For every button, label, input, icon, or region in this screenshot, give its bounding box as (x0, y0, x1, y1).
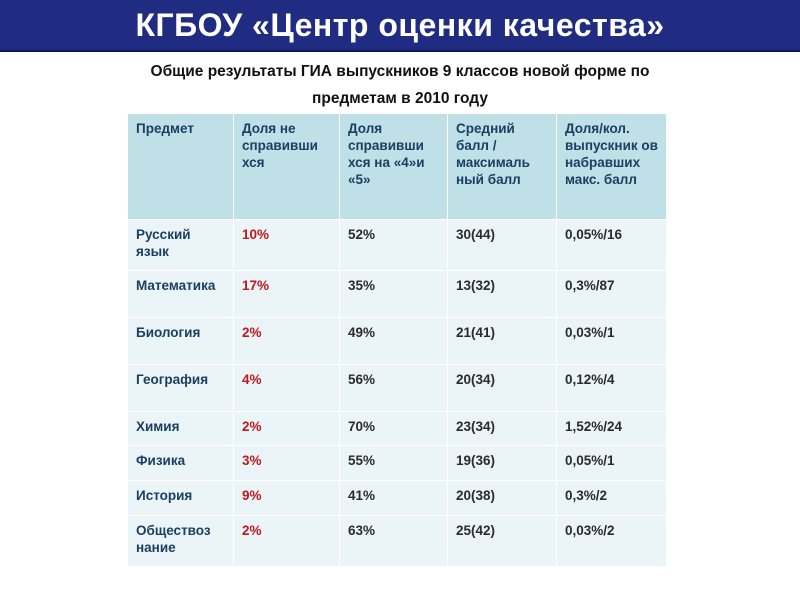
cell-avg: 21(41) (447, 317, 557, 365)
cell-fail: 2% (233, 411, 340, 446)
cell-avg: 25(42) (447, 515, 557, 567)
cell-max: 0,05%/16 (556, 219, 667, 271)
header-max-score-share: Доля/кол. выпускник ов набравших макс. б… (556, 113, 667, 220)
cell-subject: Физика (127, 445, 234, 481)
cell-avg: 13(32) (447, 270, 557, 318)
cell-fail: 9% (233, 480, 340, 516)
cell-fail: 10% (233, 219, 340, 271)
table-row: Обществоз нание 2% 63% 25(42) 0,03%/2 (127, 515, 667, 567)
cell-avg: 20(38) (447, 480, 557, 516)
cell-max: 0,3%/87 (556, 270, 667, 318)
cell-fail: 3% (233, 445, 340, 481)
table-row: Физика 3% 55% 19(36) 0,05%/1 (127, 445, 667, 481)
cell-max: 0,12%/4 (556, 364, 667, 412)
subtitle: Общие результаты ГИА выпускников 9 класс… (60, 58, 740, 112)
cell-good: 52% (339, 219, 448, 271)
cell-fail: 4% (233, 364, 340, 412)
table-header-row: Предмет Доля не справивши хся Доля справ… (127, 113, 667, 220)
table-row: География 4% 56% 20(34) 0,12%/4 (127, 364, 667, 412)
header-good-share: Доля справивши хся на «4»и «5» (339, 113, 448, 220)
cell-subject: Русский язык (127, 219, 234, 271)
subtitle-line-2: предметам в 2010 году (312, 90, 488, 107)
table-row: История 9% 41% 20(38) 0,3%/2 (127, 480, 667, 516)
cell-max: 0,03%/2 (556, 515, 667, 567)
cell-good: 56% (339, 364, 448, 412)
cell-good: 49% (339, 317, 448, 365)
cell-subject: История (127, 480, 234, 516)
cell-avg: 20(34) (447, 364, 557, 412)
cell-good: 35% (339, 270, 448, 318)
cell-good: 41% (339, 480, 448, 516)
page-title: КГБОУ «Центр оценки качества» (135, 6, 665, 43)
cell-avg: 23(34) (447, 411, 557, 446)
results-table: Предмет Доля не справивши хся Доля справ… (127, 113, 667, 567)
table-row: Химия 2% 70% 23(34) 1,52%/24 (127, 411, 667, 446)
title-banner: КГБОУ «Центр оценки качества» (0, 0, 800, 52)
cell-max: 1,52%/24 (556, 411, 667, 446)
header-fail-share: Доля не справивши хся (233, 113, 340, 220)
cell-avg: 30(44) (447, 219, 557, 271)
cell-good: 55% (339, 445, 448, 481)
table-row: Математика 17% 35% 13(32) 0,3%/87 (127, 270, 667, 318)
header-avg-score: Средний балл / максималь ный балл (447, 113, 557, 220)
table-row: Русский язык 10% 52% 30(44) 0,05%/16 (127, 219, 667, 271)
cell-subject: Биология (127, 317, 234, 365)
cell-max: 0,03%/1 (556, 317, 667, 365)
cell-fail: 2% (233, 515, 340, 567)
cell-max: 0,05%/1 (556, 445, 667, 481)
cell-subject: Математика (127, 270, 234, 318)
cell-subject: География (127, 364, 234, 412)
cell-avg: 19(36) (447, 445, 557, 481)
subtitle-line-1: Общие результаты ГИА выпускников 9 класс… (150, 63, 650, 80)
cell-fail: 2% (233, 317, 340, 365)
cell-subject: Обществоз нание (127, 515, 234, 567)
cell-max: 0,3%/2 (556, 480, 667, 516)
header-subject: Предмет (127, 113, 234, 220)
cell-fail: 17% (233, 270, 340, 318)
table-row: Биология 2% 49% 21(41) 0,03%/1 (127, 317, 667, 365)
cell-good: 63% (339, 515, 448, 567)
cell-good: 70% (339, 411, 448, 446)
cell-subject: Химия (127, 411, 234, 446)
